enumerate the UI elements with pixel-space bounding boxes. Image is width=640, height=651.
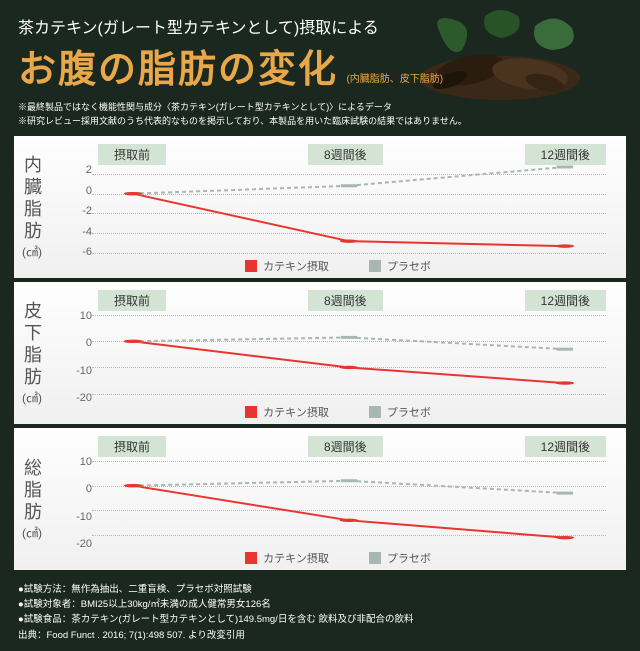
chart-y-label: 皮下脂肪(㎠): [14, 282, 50, 424]
legend-placebo: プラセボ: [369, 404, 431, 420]
chart-y-label: 内臓脂肪(㎠): [14, 136, 50, 278]
time-label: 12週間後: [525, 144, 606, 165]
legend: カテキン摂取 プラセボ: [50, 404, 626, 420]
y-tick: -2: [82, 205, 92, 217]
line-plot: [92, 164, 606, 258]
plot-area: 摂取前8週間後12週間後100-10-20カテキン摂取プラセボ: [50, 428, 626, 570]
footer-line-1: ●試験方法：無作為抽出、二重盲検、プラセボ対照試験: [18, 582, 622, 597]
footer-line-2: ●試験対象者：BMI25以上30kg/㎡未満の成人健常男女126名: [18, 597, 622, 612]
y-axis: 20-2-4-6: [50, 164, 92, 258]
legend-catechin: カテキン摂取: [245, 550, 329, 566]
time-labels: 摂取前 8週間後 12週間後: [98, 290, 606, 311]
footer-line-4: 出典：Food Funct . 2016; 7(1):498 507. より改変…: [18, 628, 622, 643]
chart-y-label: 総脂肪(㎠): [14, 428, 50, 570]
y-tick: -10: [76, 365, 92, 377]
plot-area: 摂取前8週間後12週間後100-10-20カテキン摂取プラセボ: [50, 282, 626, 424]
header: 茶カテキン(ガレート型カテキンとして)摂取による お腹の脂肪の変化 (内臓脂肪、…: [0, 0, 640, 99]
legend-placebo: プラセボ: [369, 550, 431, 566]
legend-catechin: カテキン摂取: [245, 404, 329, 420]
legend: カテキン摂取 プラセボ: [50, 550, 626, 566]
y-tick: 10: [80, 310, 92, 322]
legend: カテキン摂取 プラセボ: [50, 258, 626, 274]
y-tick: -20: [76, 392, 92, 404]
time-label: 摂取前: [98, 436, 166, 457]
y-axis: 100-10-20: [50, 456, 92, 550]
chart-panel: 皮下脂肪(㎠)摂取前8週間後12週間後100-10-20カテキン摂取プラセボ: [14, 282, 626, 424]
time-label: 摂取前: [98, 144, 166, 165]
chart-panel: 内臓脂肪(㎠)摂取前8週間後12週間後20-2-4-6カテキン摂取プラセボ: [14, 136, 626, 278]
disclaimer-2: ※研究レビュー採用文献のうち代表的なものを掲示しており、本製品を用いた臨床試験の…: [18, 115, 622, 129]
y-tick: -6: [82, 246, 92, 258]
time-label: 12週間後: [525, 290, 606, 311]
legend-catechin: カテキン摂取: [245, 258, 329, 274]
time-label: 8週間後: [308, 144, 383, 165]
line-plot: [92, 456, 606, 550]
y-tick: -4: [82, 226, 92, 238]
line-plot: [92, 310, 606, 404]
chart-panel: 総脂肪(㎠)摂取前8週間後12週間後100-10-20カテキン摂取プラセボ: [14, 428, 626, 570]
time-label: 8週間後: [308, 290, 383, 311]
main-title: お腹の脂肪の変化: [18, 49, 338, 91]
y-tick: -10: [76, 511, 92, 523]
legend-placebo: プラセボ: [369, 258, 431, 274]
time-label: 12週間後: [525, 436, 606, 457]
time-labels: 摂取前 8週間後 12週間後: [98, 144, 606, 165]
time-label: 摂取前: [98, 290, 166, 311]
y-axis: 100-10-20: [50, 310, 92, 404]
title-note: (内臓脂肪、皮下脂肪): [346, 74, 443, 85]
y-tick: -20: [76, 538, 92, 550]
sub-title: 茶カテキン(ガレート型カテキンとして)摂取による: [18, 14, 622, 38]
y-tick: 10: [80, 456, 92, 468]
time-label: 8週間後: [308, 436, 383, 457]
plot-area: 摂取前8週間後12週間後20-2-4-6カテキン摂取プラセボ: [50, 136, 626, 278]
charts-container: 内臓脂肪(㎠)摂取前8週間後12週間後20-2-4-6カテキン摂取プラセボ皮下脂…: [0, 136, 640, 570]
time-labels: 摂取前 8週間後 12週間後: [98, 436, 606, 457]
footer: ●試験方法：無作為抽出、二重盲検、プラセボ対照試験 ●試験対象者：BMI25以上…: [0, 574, 640, 651]
footer-line-3: ●試験食品：茶カテキン(ガレート型カテキンとして)149.5mg/日を含む 飲料…: [18, 612, 622, 627]
